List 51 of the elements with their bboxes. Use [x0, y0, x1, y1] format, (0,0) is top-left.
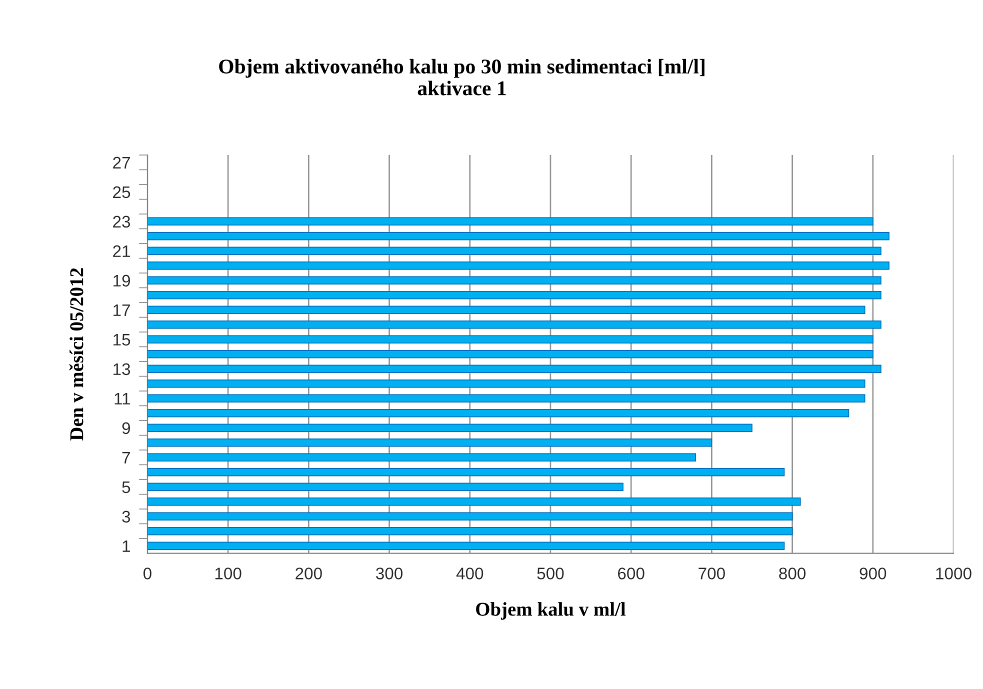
x-tick-label: 0: [143, 568, 152, 580]
bar: [147, 320, 882, 329]
x-tick-label: 100: [215, 568, 242, 580]
bar: [147, 350, 874, 358]
y-tick-label: 13: [114, 363, 130, 376]
bar: [147, 527, 793, 536]
bar: [147, 512, 793, 520]
x-axis-title: Objem kalu v ml/l: [476, 602, 626, 620]
x-tick-label: 500: [537, 568, 564, 580]
y-tick-label: 21: [113, 245, 130, 257]
y-tick-label: 7: [122, 452, 130, 464]
x-tick-label: 800: [779, 568, 806, 580]
bar: [147, 380, 866, 388]
bar: [147, 262, 890, 270]
x-tick-label: 200: [296, 568, 322, 580]
bar: [147, 409, 850, 418]
bar: [147, 306, 866, 314]
x-tick-label: 600: [618, 568, 644, 580]
bar: [147, 291, 882, 300]
y-tick-label: 15: [114, 334, 130, 346]
x-tick-label: 300: [376, 568, 403, 580]
x-tick-label: 900: [860, 568, 886, 580]
y-tick-label: 17: [114, 304, 130, 316]
y-axis-title: Den v měsíci 05/2012: [69, 268, 84, 440]
y-tick-label: 19: [114, 274, 130, 287]
bar: [147, 424, 752, 432]
y-tick-label: 27: [113, 156, 130, 168]
bar: [147, 498, 801, 506]
bar: [147, 276, 882, 285]
bar: [147, 232, 890, 240]
bar: [147, 482, 624, 491]
y-tick-label: 9: [122, 422, 130, 434]
bar: [147, 217, 874, 226]
y-tick-label: 11: [114, 392, 130, 404]
bar: [147, 246, 882, 256]
y-tick-label: 5: [122, 481, 130, 494]
bar: [147, 364, 882, 374]
chart-title: Objem aktivovaného kalu po 30 min sedimentaci [ml/l] aktivace 1: [219, 58, 704, 96]
x-tick-label: 1000: [936, 568, 972, 580]
y-tick-label: 23: [113, 216, 130, 228]
x-tick-label: 700: [698, 568, 725, 580]
y-tick-label: 25: [113, 186, 130, 198]
bar: [147, 438, 712, 447]
bar: [147, 394, 866, 403]
bar: [147, 468, 785, 476]
bar: [147, 453, 696, 462]
y-tick-label: 3: [122, 510, 130, 523]
y-tick-label: 1: [122, 540, 130, 552]
bar: [147, 335, 874, 344]
bar: [147, 542, 785, 550]
x-tick-label: 400: [456, 568, 484, 580]
